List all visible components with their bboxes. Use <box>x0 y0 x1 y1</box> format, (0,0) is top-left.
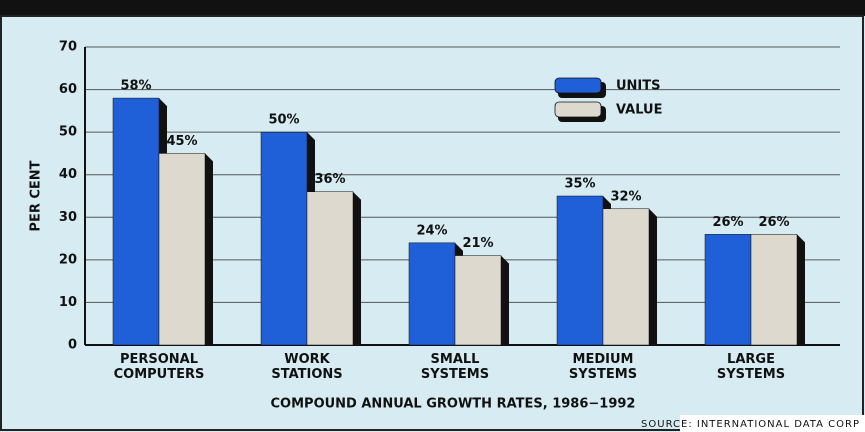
bar <box>306 191 354 346</box>
bar <box>408 242 456 346</box>
bar <box>602 208 650 346</box>
data-label: 35% <box>564 177 595 192</box>
legend-label: UNITS <box>616 79 661 94</box>
source: SOURCE: INTERNATIONAL DATA CORP <box>641 419 860 430</box>
x-tick-label: SMALL SYSTEMS <box>421 352 489 382</box>
header-band <box>0 0 865 16</box>
x-tick-label: PERSONAL COMPUTERS <box>114 352 205 382</box>
x-tick-label: WORK STATIONS <box>271 352 342 382</box>
legend-label: VALUE <box>616 103 663 118</box>
bar <box>158 153 206 346</box>
bar <box>112 97 160 346</box>
y-tick-label: 40 <box>59 167 77 182</box>
x-tick-label: MEDIUM SYSTEMS <box>569 352 637 382</box>
bar-shadow <box>501 255 509 345</box>
y-axis-label: PER CENT <box>29 160 44 231</box>
bar <box>454 255 502 346</box>
y-tick-label: 0 <box>68 338 77 353</box>
bar <box>750 234 798 346</box>
data-label: 50% <box>268 113 299 128</box>
bar <box>556 195 604 346</box>
bar-shadow <box>797 234 805 345</box>
data-label: 32% <box>610 189 641 204</box>
source-box <box>680 415 865 432</box>
data-label: 26% <box>758 215 789 230</box>
x-tick-label: LARGE SYSTEMS <box>717 352 785 382</box>
bar-shadow <box>205 153 213 345</box>
bar <box>704 234 752 346</box>
bar-shadow <box>353 191 361 345</box>
x-axis-label: COMPOUND ANNUAL GROWTH RATES, 1986−1992 <box>271 397 636 412</box>
frame <box>0 15 864 431</box>
y-tick-label: 30 <box>59 210 77 225</box>
data-label: 36% <box>314 172 345 187</box>
y-tick-label: 60 <box>59 82 77 97</box>
data-label: 26% <box>712 215 743 230</box>
data-label: 21% <box>462 236 493 251</box>
y-tick-label: 20 <box>59 252 77 267</box>
y-tick-label: 70 <box>59 40 77 55</box>
y-tick-label: 10 <box>59 295 77 310</box>
bar-shadow <box>649 208 657 345</box>
legend-swatch <box>554 77 602 94</box>
data-label: 45% <box>166 134 197 149</box>
legend-swatch <box>554 101 602 118</box>
bar <box>260 131 308 346</box>
y-tick-label: 50 <box>59 125 77 140</box>
data-label: 24% <box>416 223 447 238</box>
data-label: 58% <box>120 79 151 94</box>
